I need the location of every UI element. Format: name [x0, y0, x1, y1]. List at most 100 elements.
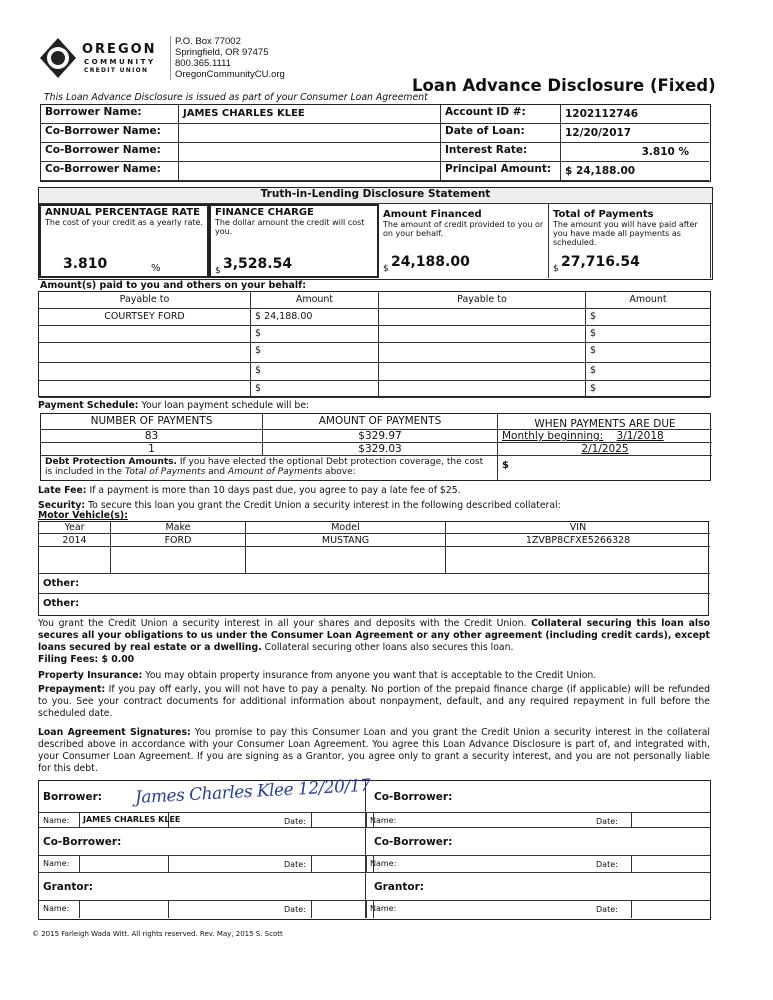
prepayment: Prepayment: If you pay off early, you wi…	[38, 684, 710, 719]
other-collateral[interactable]: Other:	[43, 598, 80, 609]
signature-line[interactable]: Borrower:	[39, 781, 366, 813]
schedule-due: 2/1/2025	[498, 443, 712, 456]
name-date-row: Name: Date:	[39, 901, 366, 918]
til-box-3: Total of Payments The amount you will hav…	[549, 204, 711, 278]
schedule-label: Payment Schedule: Your loan payment sche…	[38, 400, 310, 411]
debt-protection-value[interactable]: $	[502, 460, 509, 471]
date-label: Date:	[284, 905, 306, 914]
name-date-row: Name: Date:	[366, 813, 710, 828]
security-paragraph: You grant the Credit Union a security in…	[38, 618, 710, 653]
schedule-due: Monthly beginning: 3/1/2018	[498, 430, 712, 443]
paid-cell[interactable]: $	[251, 381, 379, 398]
signature-line[interactable]: Grantor:	[39, 873, 366, 901]
vehicle-empty-cell[interactable]	[39, 547, 111, 574]
signature-line[interactable]: Co-Borrower:	[366, 828, 710, 856]
paid-cell[interactable]: $	[586, 381, 710, 398]
schedule-table: NUMBER OF PAYMENTS AMOUNT OF PAYMENTS WHEN…	[40, 413, 712, 481]
borrower-label: Co-Borrower Name:	[41, 124, 179, 143]
loan-info-label: Date of Loan:	[441, 124, 561, 143]
vehicle-cell[interactable]: 2014	[39, 534, 111, 547]
name-date-row: Name: Date:	[366, 856, 710, 873]
borrower-printed-name: JAMES CHARLES KLEE	[83, 815, 181, 824]
name-field[interactable]	[79, 901, 169, 918]
loan-info-label: Account ID #:	[441, 105, 561, 124]
paid-cell[interactable]	[379, 326, 586, 343]
dollar-sign: $	[215, 266, 221, 276]
name-label: Name:	[43, 816, 70, 825]
signature-line[interactable]: Grantor:	[366, 873, 710, 901]
paid-cell[interactable]: $	[251, 326, 379, 343]
vehicle-cell[interactable]: 1ZVBP8CFXE5266328	[446, 534, 710, 547]
borrower-name-field[interactable]: JAMES CHARLES KLEE	[179, 105, 441, 124]
paid-cell[interactable]: $ 24,188.00	[251, 309, 379, 326]
name-field[interactable]	[366, 856, 374, 872]
signature-line[interactable]: Co-Borrower:	[39, 828, 366, 856]
til-heading: FINANCE CHARGE	[215, 207, 314, 218]
name-field[interactable]: JAMES CHARLES KLEE	[79, 813, 180, 827]
vehicle-header: Year	[39, 522, 111, 534]
til-desc: The amount you will have paid after you …	[553, 220, 698, 247]
date-label: Date:	[596, 905, 618, 914]
paid-header: Amount	[586, 292, 710, 309]
other-collateral[interactable]: Other:	[39, 574, 710, 594]
borrower-name-field[interactable]	[179, 162, 441, 181]
paid-cell[interactable]	[39, 381, 251, 398]
name-label: Name:	[370, 904, 397, 913]
signature-line[interactable]: Co-Borrower:	[366, 781, 710, 813]
paid-cell[interactable]	[39, 326, 251, 343]
paid-cell[interactable]	[379, 309, 586, 326]
schedule-amount: $329.97	[263, 430, 498, 443]
name-label: Name:	[370, 859, 397, 868]
paid-cell[interactable]: COURTSEY FORD	[39, 309, 251, 326]
vehicle-empty-cell[interactable]	[246, 547, 446, 574]
til-box: Truth-in-Lending Disclosure Statement AN…	[38, 187, 713, 280]
late-fee: Late Fee: If a payment is more than 10 d…	[38, 485, 461, 496]
name-field[interactable]	[366, 813, 374, 827]
schedule-header: AMOUNT OF PAYMENTS	[263, 414, 498, 430]
percent-sign: %	[151, 263, 161, 274]
paid-cell[interactable]: $	[251, 343, 379, 363]
til-box-2: Amount Financed The amount of credit prov…	[379, 204, 549, 278]
date-label: Date:	[284, 817, 306, 826]
name-field[interactable]	[366, 901, 374, 918]
paid-header: Payable to	[39, 292, 251, 309]
date-field[interactable]	[311, 856, 312, 872]
subtitle: This Loan Advance Disclosure is issued a…	[44, 92, 428, 103]
paid-cell[interactable]	[379, 363, 586, 381]
borrower-name-field[interactable]	[179, 124, 441, 143]
paid-cell[interactable]	[39, 363, 251, 381]
paid-cell[interactable]: $	[586, 309, 710, 326]
date-field[interactable]	[631, 813, 632, 827]
paid-header: Payable to	[379, 292, 586, 309]
name-date-row: Name: Date:	[39, 856, 366, 873]
vehicle-header: Make	[111, 522, 246, 534]
til-desc: The cost of your credit as a yearly rate…	[45, 218, 203, 227]
vehicle-empty-cell[interactable]	[111, 547, 246, 574]
borrower-name-field[interactable]	[179, 143, 441, 162]
logo: OREGON COMMUNITY CREDIT UNION	[38, 36, 173, 80]
paid-label: Amount(s) paid to you and others on your…	[40, 280, 307, 291]
vehicle-cell[interactable]: MUSTANG	[246, 534, 446, 547]
date-field[interactable]	[311, 901, 312, 918]
paid-header: Amount	[251, 292, 379, 309]
vehicle-empty-cell[interactable]	[446, 547, 710, 574]
paid-cell[interactable]	[379, 343, 586, 363]
date-field[interactable]	[631, 901, 632, 918]
date-field[interactable]	[311, 813, 312, 827]
loan-info-value: 3.810 %	[561, 143, 709, 162]
paid-cell[interactable]	[39, 343, 251, 363]
til-heading: Total of Payments	[553, 209, 654, 220]
paid-cell[interactable]: $	[586, 343, 710, 363]
address-line: 800.365.1111	[175, 58, 231, 69]
dollar-sign: $	[383, 264, 389, 274]
apr-value: 3.810	[63, 256, 108, 272]
paid-cell[interactable]	[379, 381, 586, 398]
name-field[interactable]	[79, 856, 169, 872]
vehicle-cell[interactable]: FORD	[111, 534, 246, 547]
logo-line-2: COMMUNITY	[84, 58, 156, 66]
loan-info-label: Interest Rate:	[441, 143, 561, 162]
paid-cell[interactable]: $	[251, 363, 379, 381]
date-field[interactable]	[631, 856, 632, 872]
paid-cell[interactable]: $	[586, 326, 710, 343]
paid-cell[interactable]: $	[586, 363, 710, 381]
